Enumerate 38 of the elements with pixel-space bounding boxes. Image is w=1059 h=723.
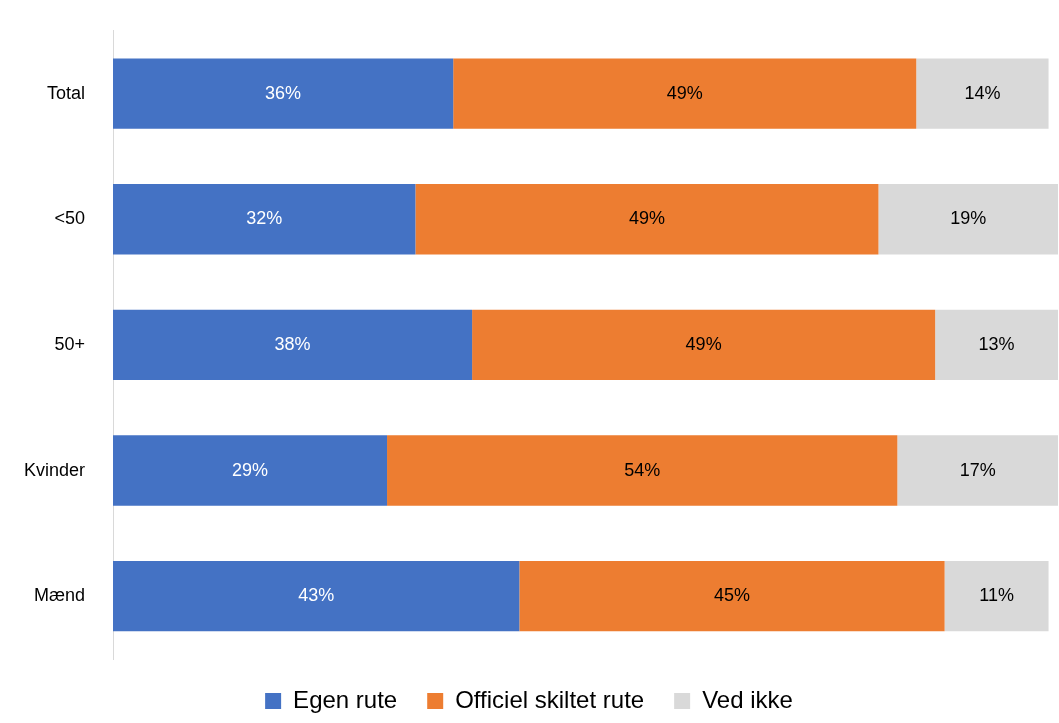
- data-label: 43%: [298, 585, 335, 606]
- data-label: 49%: [628, 208, 665, 229]
- y-tick-label: Total: [46, 82, 85, 103]
- y-tick-label: 50+: [54, 333, 85, 354]
- bar: [935, 309, 1058, 381]
- bar: [519, 561, 945, 632]
- data-label: 54%: [624, 459, 661, 480]
- bar: [113, 435, 388, 506]
- bar: [415, 184, 879, 255]
- bar: [944, 561, 1049, 632]
- bar: [916, 58, 1049, 129]
- bar: [113, 58, 454, 129]
- data-label: 13%: [978, 333, 1015, 354]
- data-label: 36%: [265, 82, 302, 103]
- bar: [387, 435, 898, 506]
- bar: [453, 58, 917, 129]
- bar: [878, 184, 1058, 255]
- legend-label: Egen rute: [293, 685, 398, 713]
- data-label: 11%: [979, 585, 1014, 606]
- data-label: 49%: [666, 82, 703, 103]
- legend-label: Ved ikke: [702, 685, 793, 713]
- data-label: 29%: [232, 459, 269, 480]
- y-tick-label: <50: [54, 208, 85, 229]
- data-label: 14%: [964, 82, 1001, 103]
- data-label: 49%: [685, 333, 722, 354]
- data-label: 19%: [950, 208, 987, 229]
- bar: [897, 435, 1058, 506]
- y-tick-label: Kvinder: [23, 459, 86, 480]
- bar: [472, 309, 936, 381]
- data-label: 32%: [246, 208, 283, 229]
- legend-label: Officiel skiltet rute: [455, 685, 645, 713]
- data-label: 38%: [274, 333, 311, 354]
- bar: [113, 309, 473, 381]
- bar: [113, 184, 416, 255]
- y-tick-label: Mænd: [33, 585, 85, 606]
- bar: [113, 561, 520, 632]
- data-label: 17%: [959, 459, 996, 480]
- data-label: 45%: [713, 585, 750, 606]
